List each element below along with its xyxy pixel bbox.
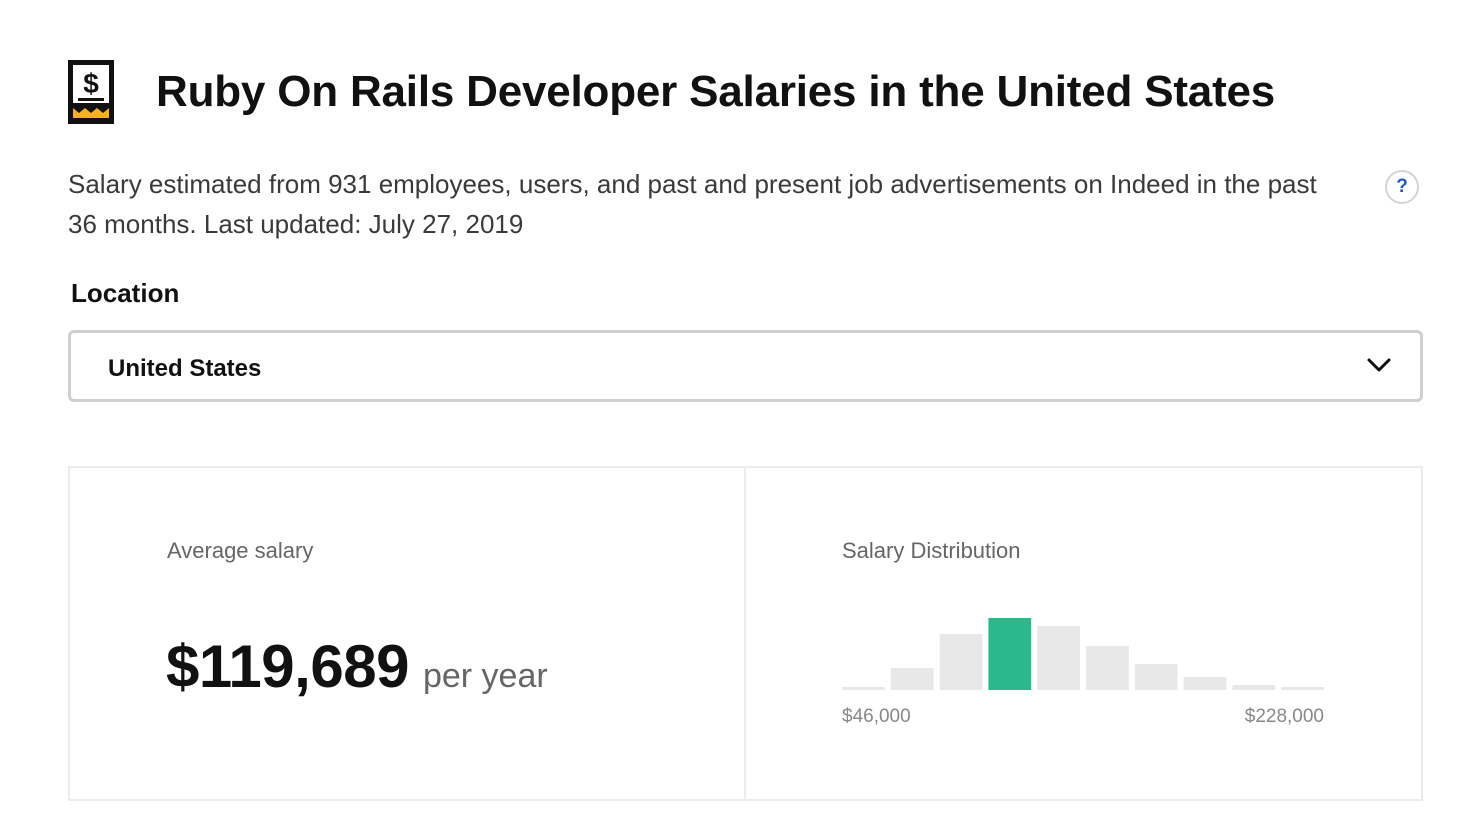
salary-amount: $119,689 <box>166 633 409 700</box>
distribution-bars <box>842 618 1324 690</box>
distribution-bar <box>1232 685 1276 690</box>
distribution-bar <box>1037 626 1080 690</box>
distribution-bar <box>1086 646 1129 690</box>
distribution-bar <box>939 634 983 690</box>
salary-description: Salary estimated from 931 employees, use… <box>68 169 1317 239</box>
salary-distribution-label: Salary Distribution <box>842 538 1021 563</box>
average-salary-label: Average salary <box>167 538 314 563</box>
average-salary-card: Average salary $119,689 per year <box>70 468 746 799</box>
max-salary-label: $228,000 <box>1244 706 1324 727</box>
distribution-bar <box>1281 687 1324 690</box>
help-button[interactable]: ? <box>1385 170 1419 204</box>
distribution-bar-highlight <box>988 618 1032 690</box>
distribution-bar <box>1134 664 1178 690</box>
question-icon: ? <box>1396 176 1408 197</box>
average-salary-value: $119,689 per year <box>166 632 548 701</box>
salary-cards: Average salary $119,689 per year Salary D… <box>68 466 1423 801</box>
chevron-down-icon <box>1367 358 1391 372</box>
distribution-bar <box>1183 677 1227 690</box>
salary-receipt-icon: $ <box>68 60 114 124</box>
salary-distribution-chart: $46,000 $228,000 <box>842 608 1324 728</box>
salary-distribution-card: Salary Distribution $46,000 $228,000 <box>746 468 1421 799</box>
location-selected-value: United States <box>108 355 262 382</box>
distribution-bar <box>890 668 934 690</box>
distribution-bar <box>842 687 885 690</box>
location-label: Location <box>71 278 180 308</box>
location-select[interactable]: United States <box>68 330 1423 402</box>
salary-unit: per year <box>422 657 548 695</box>
svg-text:$: $ <box>83 68 99 99</box>
page-title: Ruby On Rails Developer Salaries in the … <box>156 67 1276 116</box>
page-header: $ Ruby On Rails Developer Salaries in th… <box>66 58 1275 126</box>
min-salary-label: $46,000 <box>842 706 911 727</box>
